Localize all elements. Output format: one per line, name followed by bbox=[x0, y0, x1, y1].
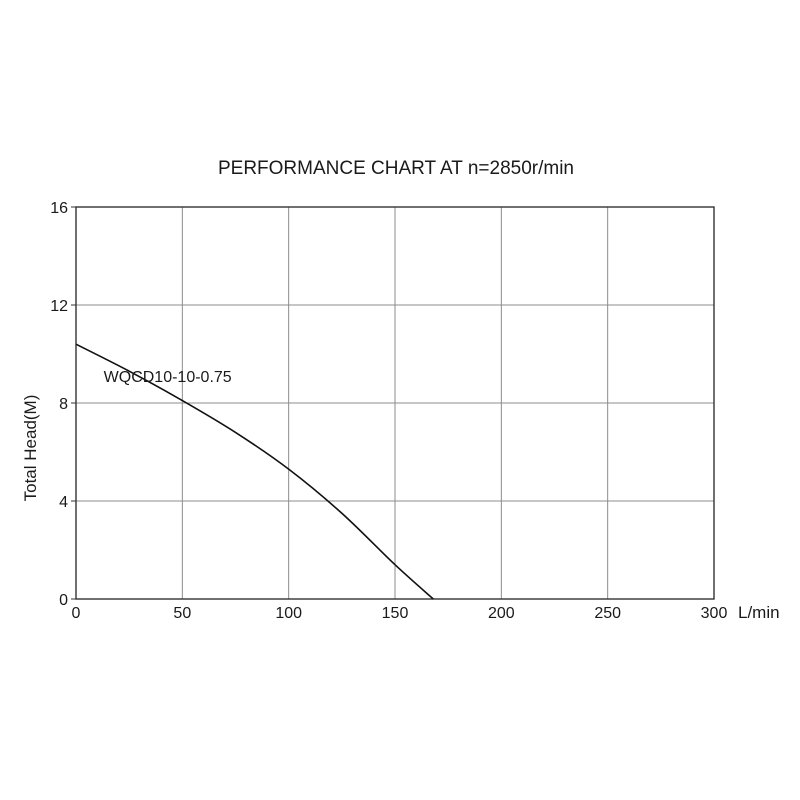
y-axis-ticks: 0 4 8 12 16 bbox=[50, 200, 76, 609]
y-tick-label: 4 bbox=[59, 494, 68, 511]
x-tick-label: 0 bbox=[72, 605, 81, 622]
y-axis-label: Total Head(M) bbox=[21, 395, 40, 502]
plot-frame bbox=[75, 206, 715, 600]
x-axis-ticks: 0 50 100 150 200 250 300 bbox=[72, 605, 728, 622]
x-axis-label: L/min bbox=[738, 603, 780, 622]
y-tick-label: 8 bbox=[59, 396, 68, 413]
x-tick-label: 200 bbox=[488, 605, 515, 622]
y-tick-label: 12 bbox=[50, 298, 68, 315]
chart-title: PERFORMANCE CHART AT n=2850r/min bbox=[218, 158, 574, 179]
series-label: WQCD10-10-0.75 bbox=[104, 369, 232, 386]
x-tick-label: 100 bbox=[275, 605, 302, 622]
x-tick-label: 150 bbox=[382, 605, 409, 622]
y-tick-label: 0 bbox=[59, 592, 68, 609]
y-tick-label: 16 bbox=[50, 200, 68, 217]
x-tick-label: 300 bbox=[701, 605, 728, 622]
x-tick-label: 50 bbox=[173, 605, 191, 622]
series-line bbox=[75, 343, 434, 600]
x-tick-label: 250 bbox=[594, 605, 621, 622]
series-layer: WQCD10-10-0.75 bbox=[75, 343, 434, 600]
grid bbox=[76, 207, 714, 599]
